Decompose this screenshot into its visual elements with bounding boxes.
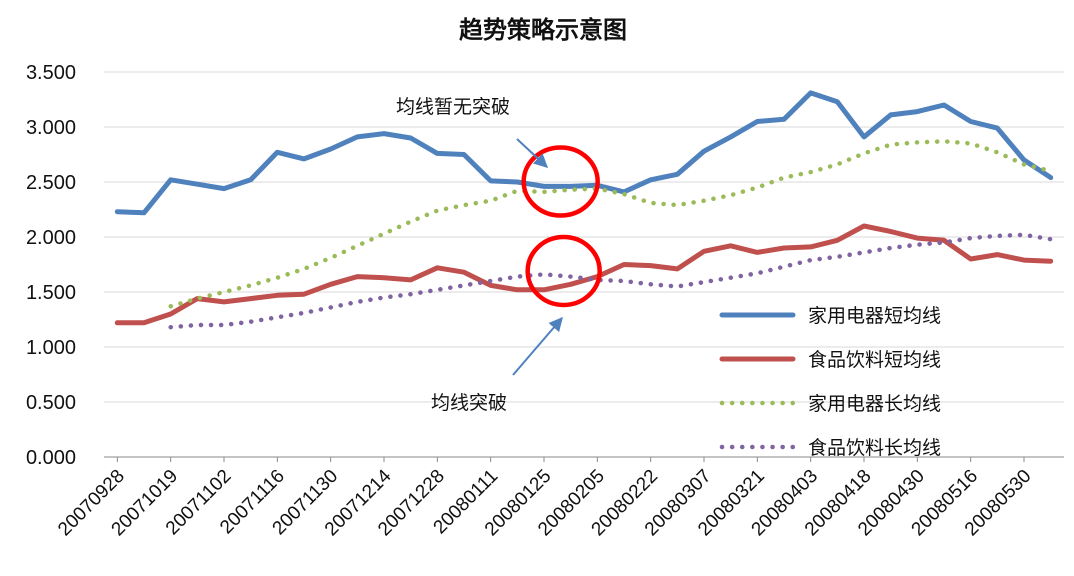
legend-label: 家用电器短均线 bbox=[808, 305, 941, 327]
y-tick-label: 3.500 bbox=[26, 62, 76, 84]
chart-title: 趋势策略示意图 bbox=[459, 15, 627, 44]
series-lines bbox=[114, 90, 1054, 330]
y-tick-label: 0.500 bbox=[26, 392, 76, 414]
annotation-circle-no-breakout bbox=[521, 145, 600, 218]
legend-label: 食品饮料短均线 bbox=[808, 349, 941, 371]
annotation-arrow bbox=[512, 316, 563, 376]
series-line-4 bbox=[168, 232, 1053, 330]
annotation-label: 均线暂无突破 bbox=[396, 96, 510, 118]
annotation-label: 均线突破 bbox=[431, 392, 507, 414]
series-line-3 bbox=[168, 139, 1053, 309]
legend-label: 家用电器长均线 bbox=[808, 393, 941, 415]
legend-label: 食品饮料长均线 bbox=[808, 437, 941, 459]
x-axis: 2007092820071019200711022007111620071130… bbox=[54, 456, 1064, 540]
y-tick-label: 1.500 bbox=[26, 282, 76, 304]
series-line-1 bbox=[114, 90, 1054, 216]
y-tick-label: 2.500 bbox=[26, 172, 76, 194]
y-tick-label: 0.000 bbox=[26, 447, 76, 469]
y-axis: 0.000 0.500 1.000 1.500 2.000 2.500 3.000 3.500 bbox=[26, 62, 76, 469]
annotation-circle-breakout bbox=[525, 234, 602, 308]
y-tick-label: 1.000 bbox=[26, 337, 76, 359]
series-line-2 bbox=[114, 223, 1054, 326]
y-tick-label: 3.000 bbox=[26, 117, 76, 139]
gridlines bbox=[104, 71, 1064, 458]
y-tick-label: 2.000 bbox=[26, 227, 76, 249]
annotation-arrow bbox=[516, 138, 549, 168]
